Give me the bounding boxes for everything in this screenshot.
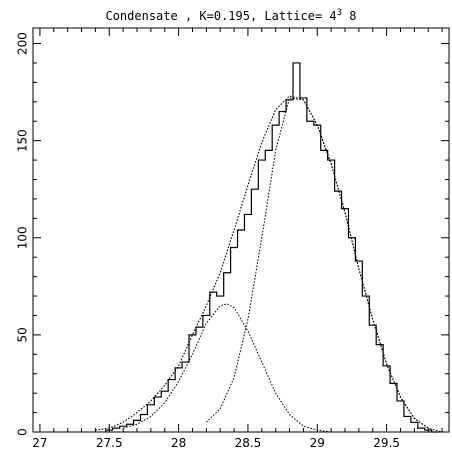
x-tick-label: 27.5 bbox=[96, 436, 123, 450]
x-tick-label: 29 bbox=[310, 436, 325, 450]
plot-frame bbox=[32, 27, 450, 433]
y-tick-label: 100 bbox=[15, 226, 29, 249]
x-tick-label: 28.5 bbox=[235, 436, 262, 450]
y-tick-label: 50 bbox=[16, 327, 30, 342]
plot-area: 27 27.5 28 28.5 29 29.5 0 50 100 150 200 bbox=[15, 27, 450, 450]
x-tick-label: 27 bbox=[32, 436, 47, 450]
title-superscript: 3 bbox=[337, 8, 342, 18]
fit-component-curve bbox=[205, 97, 443, 433]
y-tick-label: 0 bbox=[16, 428, 30, 436]
chart-title: Condensate , K=0.195, Lattice= 43 8 bbox=[105, 8, 356, 23]
x-tick-label: 29.5 bbox=[373, 436, 400, 450]
fit-component-curve bbox=[122, 303, 332, 433]
title-suffix: 8 bbox=[342, 9, 356, 23]
y-tick-label: 150 bbox=[16, 129, 30, 152]
title-main: Condensate , K=0.195, Lattice= 4 bbox=[105, 9, 336, 23]
histogram-series bbox=[105, 62, 439, 433]
y-tick-label: 200 bbox=[15, 32, 29, 55]
x-tick-label: 28 bbox=[171, 436, 186, 450]
fit-total-curve bbox=[95, 95, 429, 431]
